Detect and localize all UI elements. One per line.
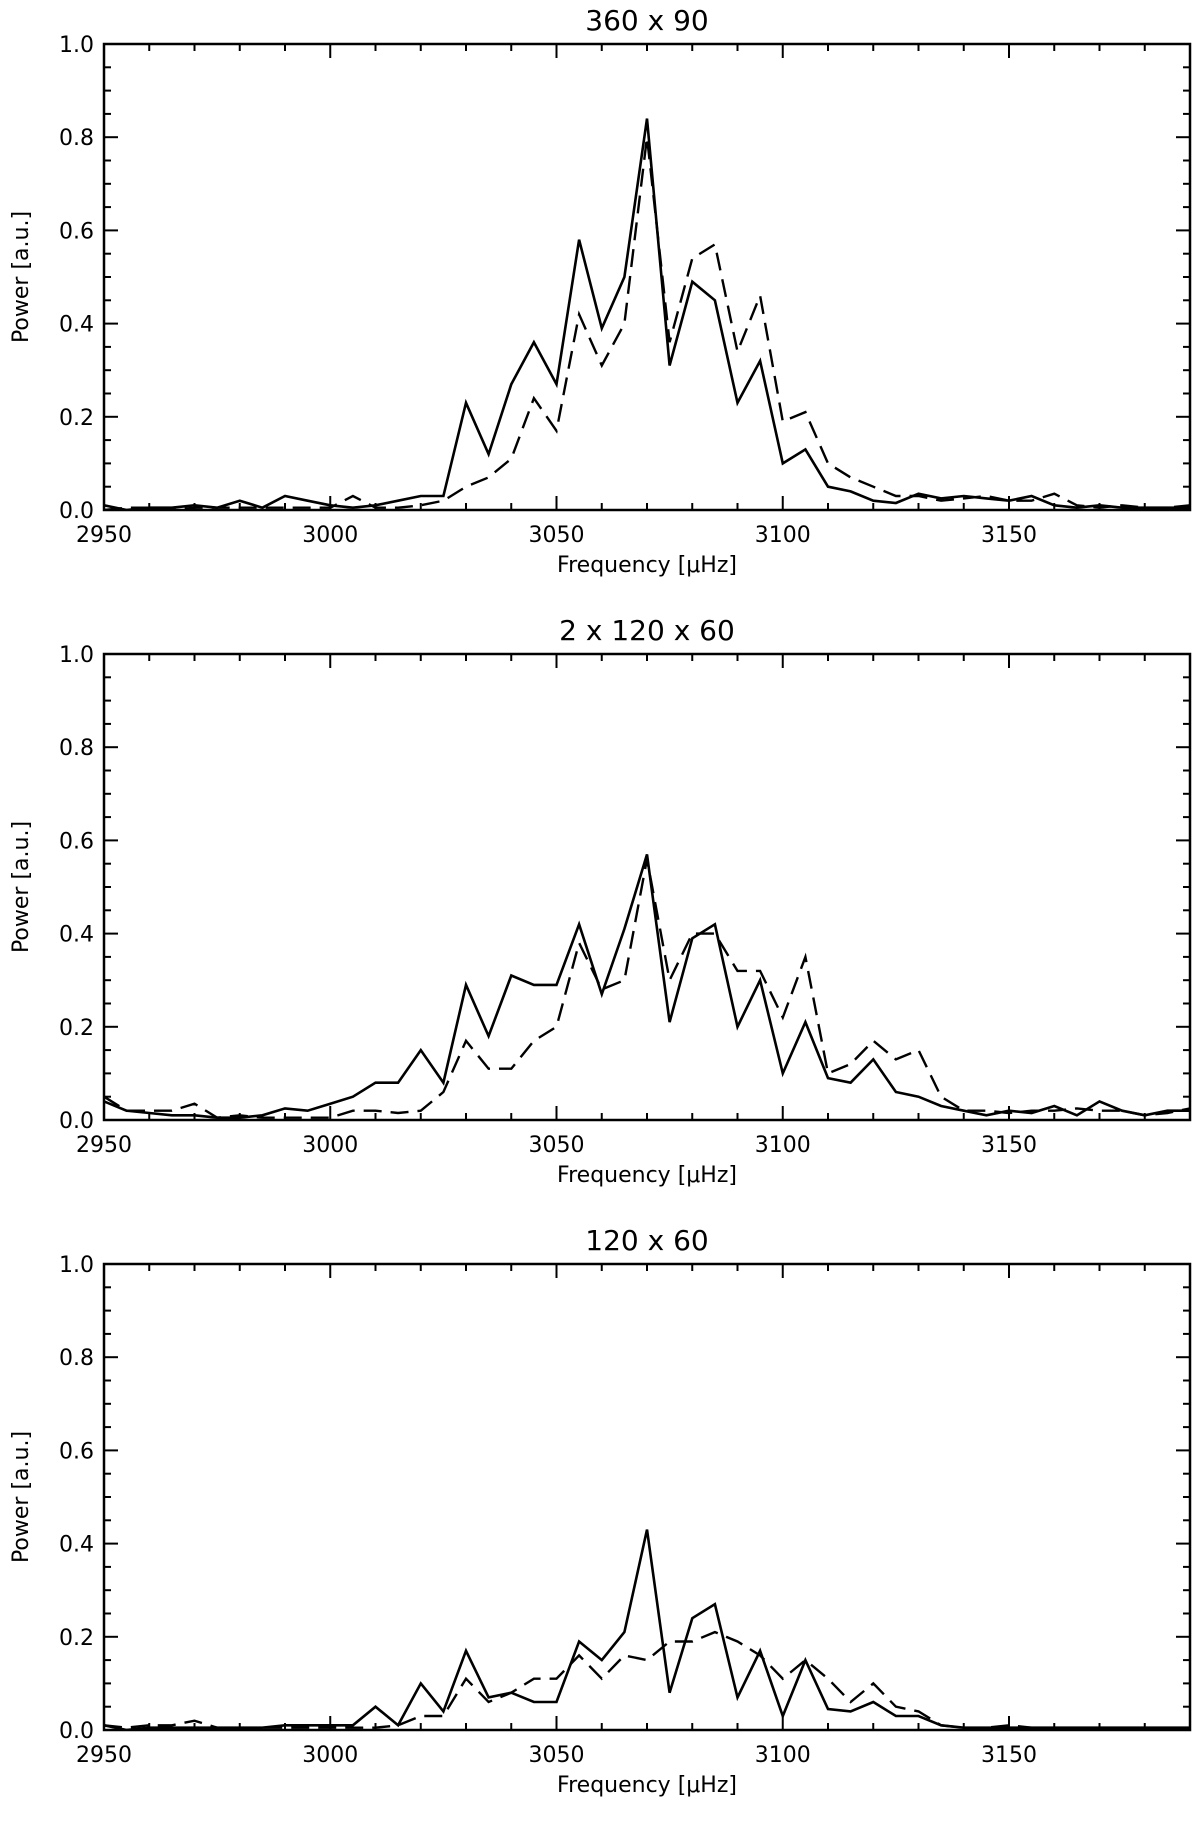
x-tick-label: 3000 <box>302 1133 358 1158</box>
y-tick-label: 0.6 <box>59 1439 94 1464</box>
x-tick-label: 3050 <box>529 1743 585 1768</box>
y-tick-label: 0.0 <box>59 1109 94 1134</box>
series-line-solid <box>104 854 1190 1120</box>
chart-panel-1: 360 x 90 2950 3000 3050 3100 3150 0.0 0.2 0.4 0.6… <box>0 0 1200 610</box>
y-tick-label: 0.2 <box>59 1016 94 1041</box>
series-line-dashed <box>104 1630 1190 1729</box>
chart-title: 360 x 90 <box>585 4 708 37</box>
y-tick-label: 0.0 <box>59 499 94 524</box>
plot-frame <box>102 42 1192 512</box>
y-tick-label: 1.0 <box>59 643 94 668</box>
y-tick-label: 0.4 <box>59 1533 94 1558</box>
y-tick-label: 0.6 <box>59 829 94 854</box>
plot-frame <box>102 1262 1192 1732</box>
x-tick-label: 3050 <box>529 523 585 548</box>
y-tick-label: 0.8 <box>59 126 94 151</box>
x-axis-label: Frequency [μHz] <box>557 1163 737 1188</box>
y-tick-label: 0.4 <box>59 313 94 338</box>
x-tick-label: 2950 <box>76 523 132 548</box>
y-tick-label: 0.6 <box>59 219 94 244</box>
y-tick-label: 1.0 <box>59 1253 94 1278</box>
y-tick-label: 0.2 <box>59 406 94 431</box>
chart-title: 120 x 60 <box>585 1224 708 1257</box>
y-tick-label: 0.8 <box>59 736 94 761</box>
y-tick-label: 1.0 <box>59 33 94 58</box>
y-axis-label: Power [a.u.] <box>9 211 34 343</box>
chart-panel-2: 2 x 120 x 60 2950 3000 3050 3100 3150 0.0 0.2 0.… <box>0 610 1200 1220</box>
series-line-solid <box>104 1529 1190 1730</box>
series-line-solid <box>104 118 1190 510</box>
x-tick-label: 3100 <box>755 523 811 548</box>
series-line-dashed <box>104 137 1190 510</box>
x-tick-label: 2950 <box>76 1133 132 1158</box>
y-tick-label: 0.2 <box>59 1626 94 1651</box>
chart-svg-3: 120 x 60 2950 3000 3050 3100 3150 0.0 0.2 0.4 0.6… <box>9 1224 1192 1798</box>
x-tick-label: 3100 <box>755 1133 811 1158</box>
y-axis-label: Power [a.u.] <box>9 1431 34 1563</box>
chart-svg-2: 2 x 120 x 60 2950 3000 3050 3100 3150 0.0 0.2 0.… <box>9 614 1192 1188</box>
x-tick-label: 3100 <box>755 1743 811 1768</box>
x-tick-label: 3150 <box>981 1743 1037 1768</box>
x-axis-label: Frequency [μHz] <box>557 1773 737 1798</box>
chart-title: 2 x 120 x 60 <box>559 614 735 647</box>
y-tick-label: 0.4 <box>59 923 94 948</box>
x-tick-label: 3150 <box>981 1133 1037 1158</box>
x-tick-label: 3000 <box>302 523 358 548</box>
y-tick-label: 0.8 <box>59 1346 94 1371</box>
x-tick-label: 3150 <box>981 523 1037 548</box>
x-tick-label: 3050 <box>529 1133 585 1158</box>
x-tick-label: 2950 <box>76 1743 132 1768</box>
chart-panel-3: 120 x 60 2950 3000 3050 3100 3150 0.0 0.2 0.4 0.6… <box>0 1220 1200 1830</box>
x-axis-label: Frequency [μHz] <box>557 553 737 578</box>
y-tick-label: 0.0 <box>59 1719 94 1744</box>
x-tick-label: 3000 <box>302 1743 358 1768</box>
chart-svg-1: 360 x 90 2950 3000 3050 3100 3150 0.0 0.2 0.4 0.6… <box>9 4 1192 578</box>
y-axis-label: Power [a.u.] <box>9 821 34 953</box>
plot-frame <box>102 652 1192 1122</box>
series-line-dashed <box>104 858 1190 1119</box>
